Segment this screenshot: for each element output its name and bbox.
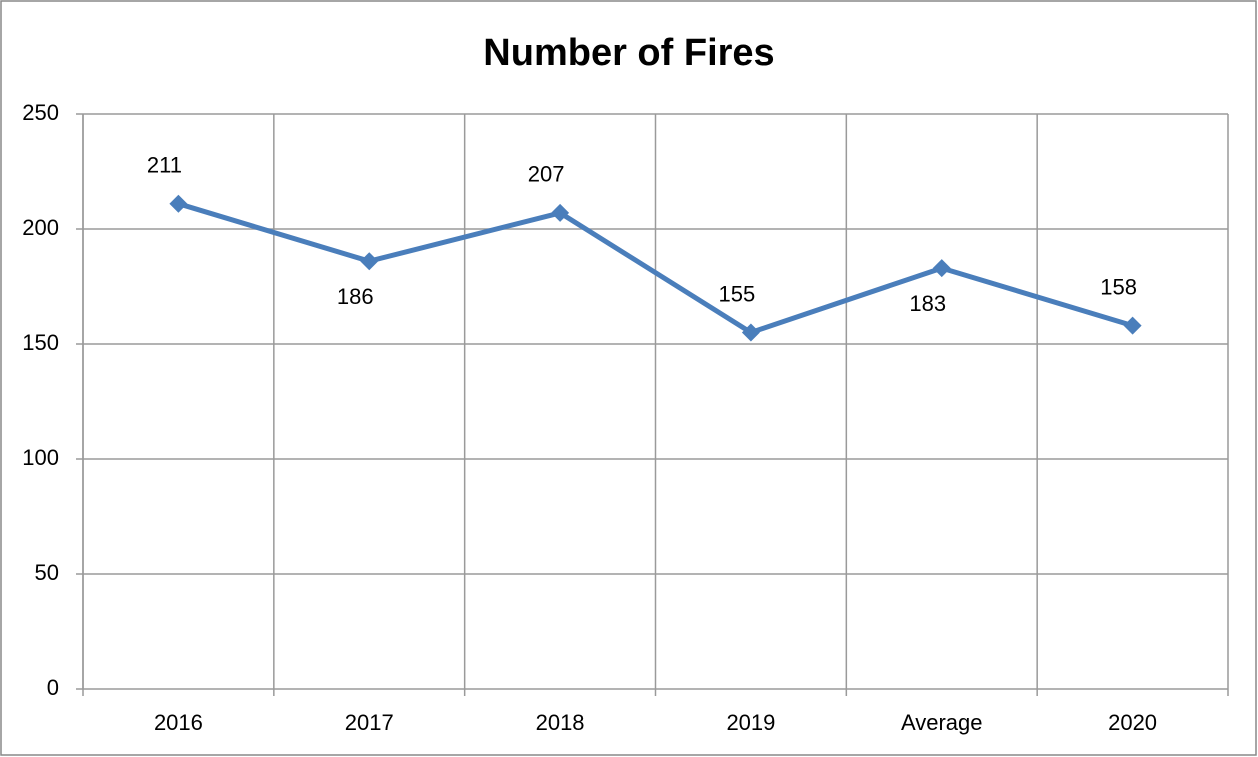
marker: [932, 259, 951, 278]
line: [177, 201, 1134, 335]
data-label: 211: [147, 153, 182, 178]
data-label: 155: [719, 281, 756, 306]
marker: [551, 203, 570, 222]
chart-title: Number of Fires: [483, 32, 774, 74]
marker: [741, 323, 760, 342]
x-tick-label: 2018: [536, 710, 585, 735]
y-tick-label: 200: [22, 215, 59, 240]
x-tick-label: Average: [901, 710, 983, 735]
x-tick-label: 2020: [1108, 710, 1157, 735]
x-tick-label: 2017: [345, 710, 394, 735]
data-label: 207: [528, 162, 565, 187]
marker: [1123, 316, 1142, 335]
y-tick-label: 100: [22, 445, 59, 470]
data-label: 183: [909, 291, 946, 316]
y-tick-label: 150: [22, 330, 59, 355]
y-tick-label: 250: [22, 100, 59, 125]
x-tick-label: 2019: [726, 710, 775, 735]
marker: [360, 252, 379, 271]
y-tick-label: 0: [47, 675, 59, 700]
data-label: 158: [1100, 274, 1137, 299]
x-tick-label: 2016: [154, 710, 203, 735]
data-label: 186: [337, 284, 374, 309]
marker: [169, 194, 188, 213]
y-tick-label: 50: [35, 560, 59, 585]
